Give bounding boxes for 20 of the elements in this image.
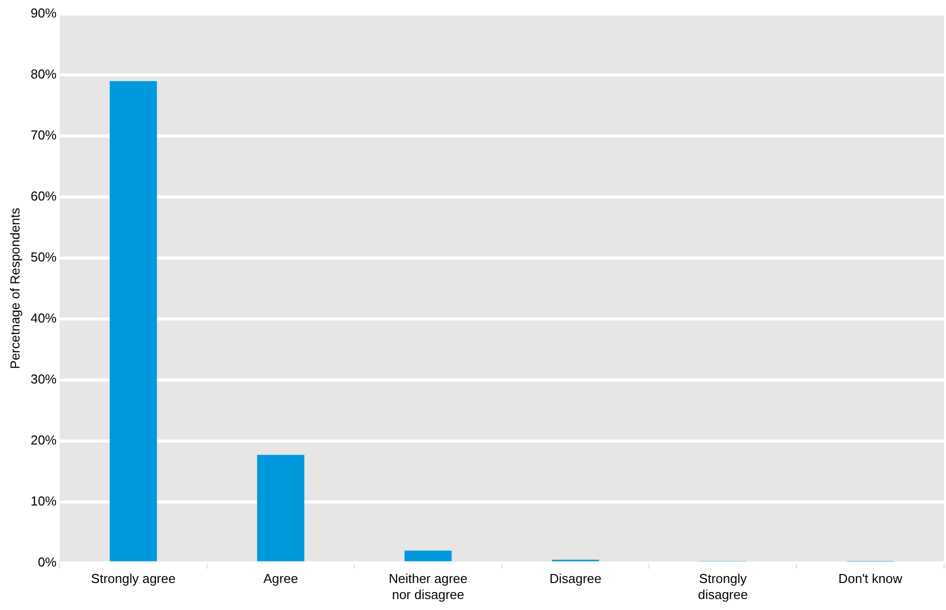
x-tick-label: Neither agree nor disagree (388, 571, 468, 602)
x-tick-label: Disagree (549, 571, 602, 586)
bar (110, 81, 157, 562)
bar (257, 454, 304, 562)
x-tick-label: Agree (263, 571, 298, 586)
x-tick-label: Don't know (838, 571, 903, 586)
y-tick-label: 10% (30, 493, 58, 508)
y-tick-label: 20% (30, 432, 58, 448)
y-tick-label: 80% (30, 66, 58, 82)
y-tick-label: 0% (38, 554, 58, 570)
y-tick-label: 70% (30, 128, 58, 143)
bar (404, 550, 452, 562)
y-tick-label: 90% (30, 6, 58, 21)
x-tick-label: Strongly disagree (698, 571, 748, 602)
y-axis-title: Percetnage of Respondents (7, 207, 22, 369)
y-tick-label: 30% (30, 371, 58, 386)
y-tick-label: 60% (30, 188, 58, 204)
y-tick-label: 40% (30, 310, 58, 326)
x-tick-label: Strongly agree (91, 571, 176, 586)
y-tick-label: 50% (30, 249, 58, 264)
